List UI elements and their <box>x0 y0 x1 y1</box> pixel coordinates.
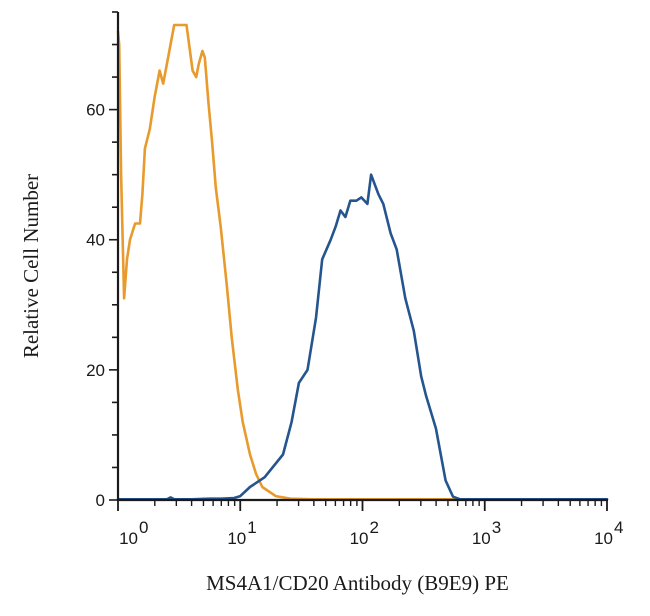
x-tick-label: 103 <box>472 518 501 548</box>
x-tick-label: 100 <box>119 518 148 548</box>
x-tick-label: 101 <box>227 518 256 548</box>
x-tick-base: 10 <box>594 529 613 548</box>
series-line-cd20-antibody <box>116 173 609 501</box>
x-tick-exponent: 1 <box>247 518 256 537</box>
x-tick-exponent: 3 <box>492 518 501 537</box>
x-tick-base: 10 <box>227 529 246 548</box>
series-layer <box>116 23 609 501</box>
y-tick-label: 60 <box>86 101 105 120</box>
y-tick-label: 40 <box>86 231 105 250</box>
y-tick-label: 0 <box>96 491 105 510</box>
x-axis-title: MS4A1/CD20 Antibody (B9E9) PE <box>206 571 509 595</box>
x-tick-base: 10 <box>119 529 138 548</box>
x-tick-base: 10 <box>350 529 369 548</box>
x-tick-label: 104 <box>594 518 623 548</box>
x-tick-base: 10 <box>472 529 491 548</box>
series-line-isotype-control <box>116 23 609 501</box>
x-tick-exponent: 0 <box>139 518 148 537</box>
x-tick-label: 102 <box>350 518 379 548</box>
axes-layer <box>116 12 608 502</box>
y-tick-label: 20 <box>86 361 105 380</box>
x-tick-exponent: 2 <box>370 518 379 537</box>
y-axis-title: Relative Cell Number <box>19 174 43 358</box>
x-tick-exponent: 4 <box>614 518 623 537</box>
